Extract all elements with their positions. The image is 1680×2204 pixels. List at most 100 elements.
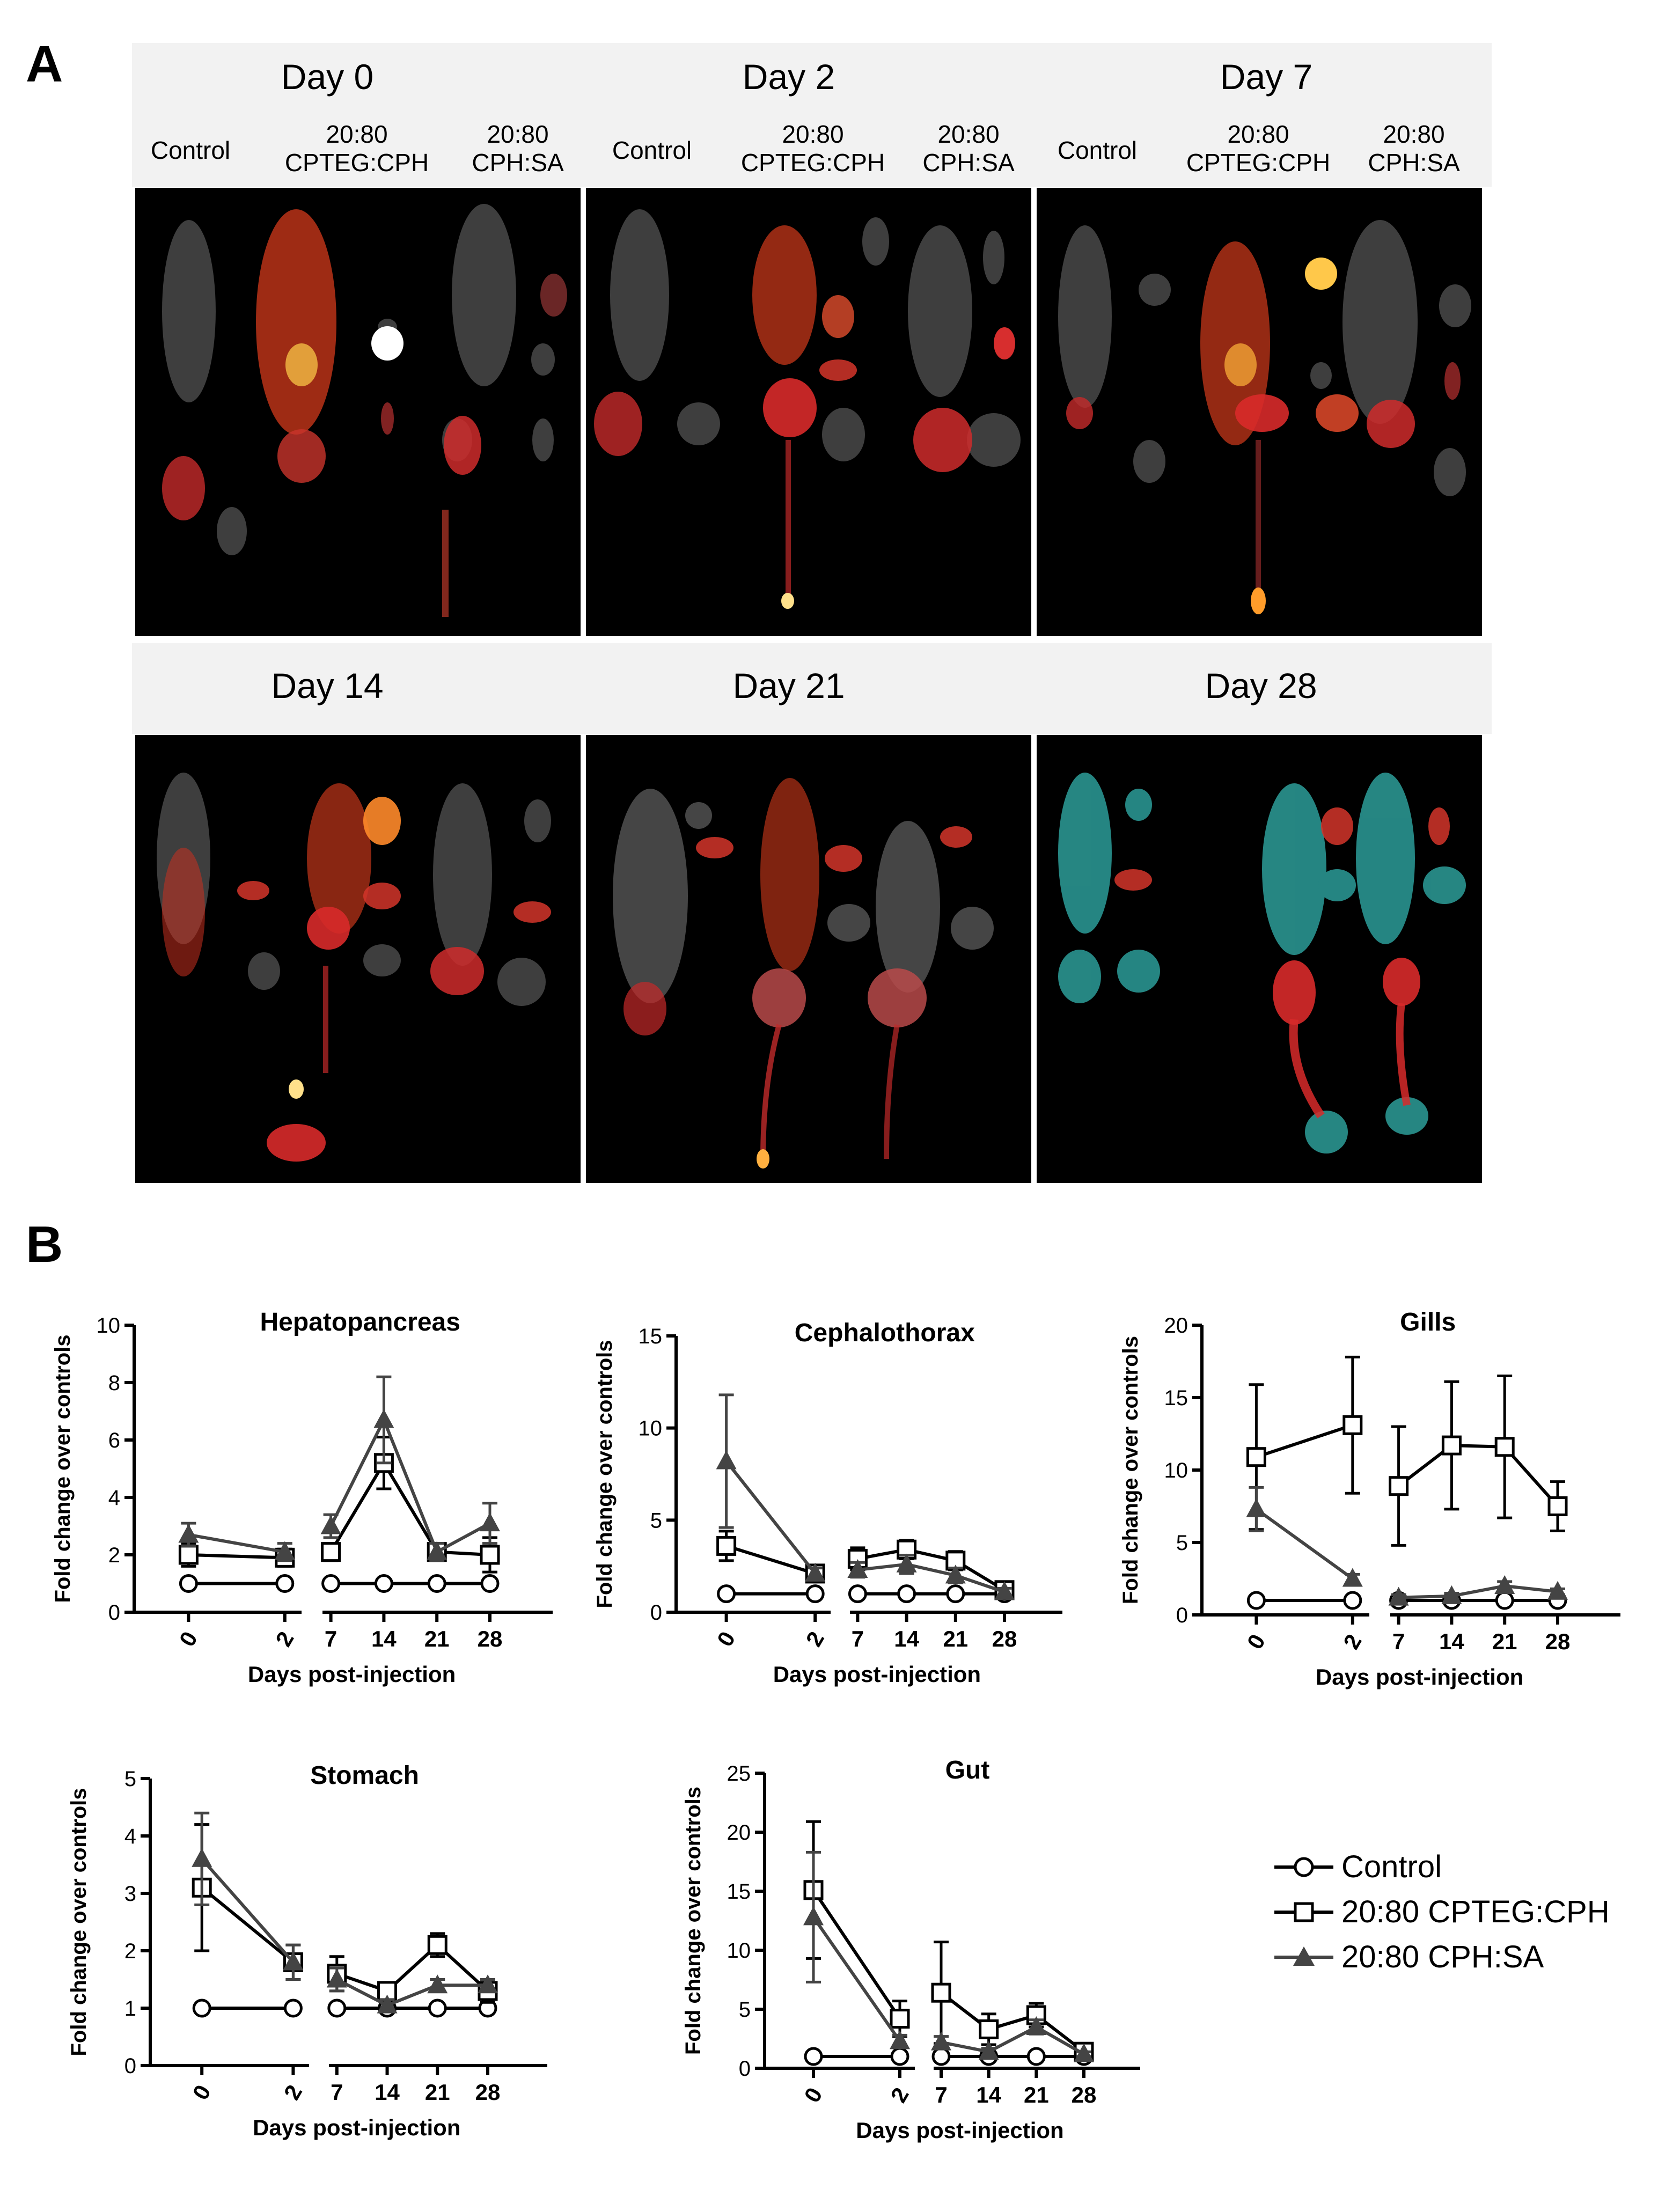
x-tick-label: 14 [1439, 1629, 1464, 1654]
x-tick-label: 7 [852, 1626, 864, 1651]
y-tick-label: 0 [1176, 1604, 1188, 1627]
x-tick-label: 14 [375, 2080, 400, 2105]
data-point [283, 1999, 303, 2018]
series-line [812, 1889, 901, 2020]
data-point [480, 1545, 500, 1565]
legend-item-cpteg-cph: 20:80 CPTEG:CPH [1272, 1891, 1647, 1934]
data-point [1547, 1581, 1568, 1600]
data-point [192, 1999, 211, 2018]
legend-label: Control [1341, 1849, 1442, 1884]
data-point [373, 1409, 394, 1428]
day-label: Day 28 [1205, 666, 1317, 706]
series-line [201, 1886, 295, 1964]
y-tick-label: 15 [1164, 1386, 1189, 1410]
series-line [336, 1943, 489, 1993]
data-point [931, 2031, 951, 2051]
data-point [1494, 1437, 1515, 1457]
square-open-icon [1274, 1902, 1333, 1922]
data-point [480, 1512, 500, 1532]
fluorescence-image-day-7 [1037, 188, 1482, 636]
x-tick-label: 28 [992, 1626, 1017, 1651]
y-tick-label: 25 [727, 1762, 751, 1786]
x-tick-label: 2 [270, 1627, 298, 1651]
x-tick-label: 0 [712, 1627, 740, 1651]
chart-title: Gills [1400, 1308, 1456, 1336]
day-label: Day 0 [281, 57, 374, 97]
x-axis-label: Days post-injection [856, 2118, 1063, 2143]
y-tick-label: 0 [124, 2054, 136, 2078]
day-label: Day 21 [732, 666, 845, 706]
data-point [1388, 1586, 1409, 1606]
data-point [327, 1999, 347, 2018]
data-point [1547, 1496, 1568, 1516]
data-point [931, 1982, 951, 2003]
y-tick-label: 5 [124, 1767, 136, 1791]
x-axis-label: Days post-injection [253, 2115, 460, 2140]
data-point [979, 2019, 999, 2039]
series-line [725, 1544, 816, 1575]
series-line [1255, 1508, 1354, 1580]
data-point [427, 1574, 446, 1593]
data-point [896, 1553, 917, 1573]
y-tick-label: 10 [727, 1939, 751, 1963]
x-tick-label: 7 [1392, 1629, 1405, 1654]
data-point [890, 2009, 910, 2029]
group-label-cpteg-cph: 20:80 CPTEG:CPH [284, 120, 429, 177]
y-tick-label: 5 [650, 1509, 662, 1532]
series-line [725, 1460, 817, 1575]
chart-title: Gut [945, 1756, 990, 1784]
data-point [1441, 1585, 1462, 1604]
data-point [803, 1906, 824, 1926]
x-tick-label: 2 [279, 2081, 307, 2104]
group-label-cph-sa: 20:80 CPH:SA [472, 120, 564, 177]
x-tick-label: 7 [331, 2080, 343, 2105]
legend-label: 20:80 CPTEG:CPH [1341, 1894, 1610, 1929]
x-axis-label: Days post-injection [1316, 1664, 1523, 1689]
data-point [848, 1584, 867, 1604]
y-tick-label: 10 [1164, 1459, 1189, 1482]
chart-title: Cephalothorax [795, 1319, 975, 1347]
data-point [890, 2030, 910, 2049]
data-point [321, 1574, 341, 1593]
y-tick-label: 4 [108, 1486, 120, 1510]
data-point [897, 1584, 916, 1604]
panel-a-header-band-top [132, 43, 1492, 187]
x-axis-label: Days post-injection [248, 1662, 456, 1687]
day-label: Day 7 [1220, 57, 1313, 97]
legend-item-control: Control [1272, 1846, 1647, 1889]
data-point [427, 1974, 448, 1994]
data-point [275, 1574, 295, 1593]
y-tick-label: 5 [1176, 1531, 1188, 1555]
series-line [336, 1978, 488, 2007]
data-point [1342, 1415, 1363, 1435]
data-point [1389, 1476, 1409, 1496]
data-point [326, 1968, 347, 1988]
data-point [931, 2047, 951, 2066]
data-point [321, 1542, 341, 1562]
x-tick-label: 21 [943, 1626, 968, 1651]
data-point [847, 1559, 868, 1578]
day-label: Day 2 [742, 57, 835, 97]
series-line [857, 1548, 1006, 1592]
y-tick-label: 15 [727, 1880, 751, 1904]
fluorescence-image-day-0 [135, 188, 581, 636]
y-tick-label: 5 [739, 1998, 751, 2022]
series-line [1398, 1584, 1558, 1599]
series-line [812, 1916, 901, 2043]
y-tick-label: 20 [1164, 1314, 1189, 1338]
group-label-cph-sa: 20:80 CPH:SA [922, 120, 1015, 177]
data-point [192, 1848, 212, 1867]
series-line [941, 2025, 1085, 2056]
panel-b-letter: B [26, 1216, 63, 1273]
data-point [716, 1450, 737, 1470]
data-point [716, 1536, 737, 1556]
data-point [427, 1935, 447, 1955]
data-point [374, 1574, 393, 1593]
data-point [480, 1574, 500, 1593]
data-point [283, 1951, 304, 1971]
series-line [1397, 1444, 1559, 1508]
data-point [179, 1574, 198, 1593]
data-point [1342, 1568, 1363, 1587]
data-point [1074, 2043, 1094, 2062]
x-tick-label: 14 [976, 2082, 1001, 2107]
